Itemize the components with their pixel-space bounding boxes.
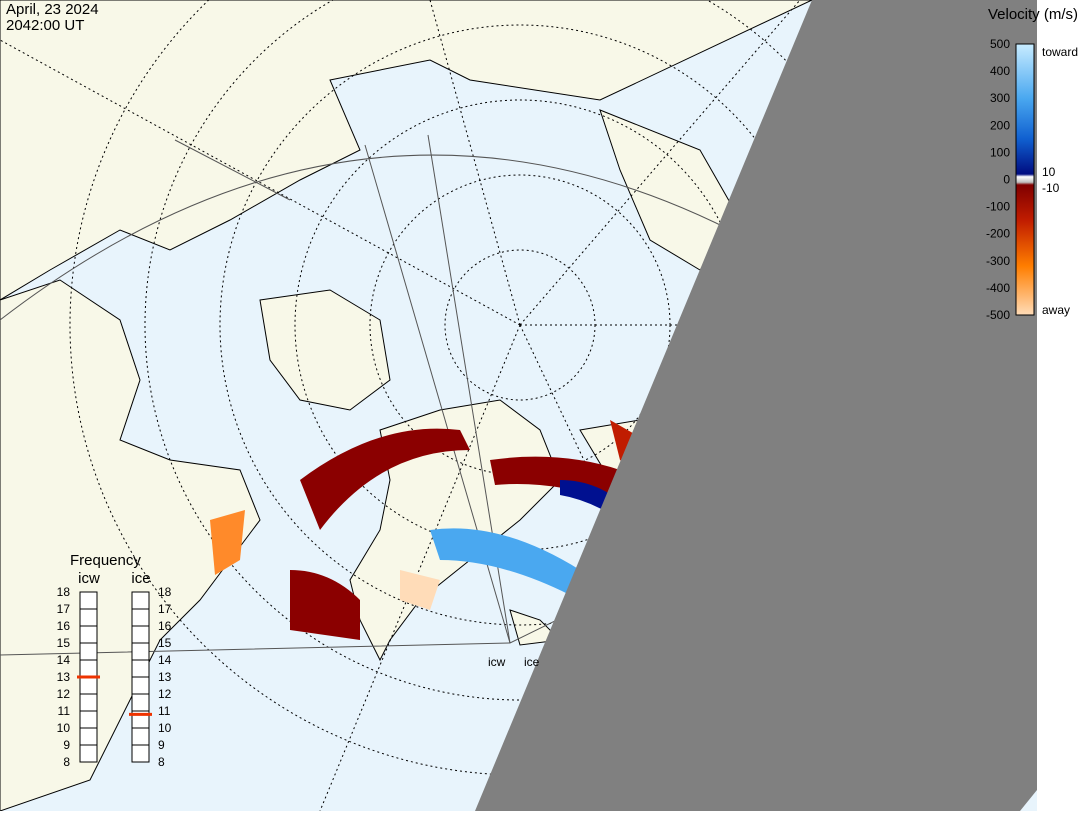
- time: 2042:00 UT: [6, 17, 84, 34]
- colorbar-tick-label: -200: [986, 227, 1010, 241]
- colorbar-tick-label: 400: [990, 64, 1010, 78]
- frequency-radar-name: icw: [78, 570, 100, 587]
- toward-label: toward: [1042, 45, 1078, 59]
- frequency-tick-label: 16: [57, 619, 71, 633]
- frequency-tick-label: 18: [57, 585, 71, 599]
- colorbar: [1015, 43, 1035, 316]
- colorbar-tick-label: 300: [990, 91, 1010, 105]
- frequency-tick-label: 13: [57, 670, 71, 684]
- frequency-tick-label: 14: [158, 653, 172, 667]
- colorbar-tick-label: 500: [990, 37, 1010, 51]
- away-label: away: [1042, 303, 1070, 317]
- frequency-tick-label: 12: [57, 687, 71, 701]
- frequency-tick-label: 12: [158, 687, 172, 701]
- colorbar-tick-label: -300: [986, 254, 1010, 268]
- frequency-tick-label: 13: [158, 670, 172, 684]
- colorbar-tick-label: -100: [986, 200, 1010, 214]
- frequency-tick-label: 15: [57, 636, 71, 650]
- frequency-tick-label: 18: [158, 585, 172, 599]
- frequency-tick-label: 9: [158, 738, 165, 752]
- colorbar-title: Velocity (m/s): [988, 6, 1078, 23]
- radar-echoes: [210, 420, 680, 640]
- colorbar-tick-label: 100: [990, 145, 1010, 159]
- radar-label: ice: [524, 655, 540, 669]
- frequency-tick-label: 14: [57, 653, 71, 667]
- frequency-title: Frequency: [70, 552, 141, 569]
- colorbar-tick-label: -500: [986, 308, 1010, 322]
- frequency-tick-label: 10: [57, 721, 71, 735]
- colorbar-tick-label: -400: [986, 281, 1010, 295]
- frequency-tick-label: 9: [63, 738, 70, 752]
- frequency-tick-label: 15: [158, 636, 172, 650]
- frequency-tick-label: 10: [158, 721, 172, 735]
- colorbar-tick-label: 200: [990, 118, 1010, 132]
- frequency-radar-name: ice: [131, 570, 150, 587]
- colorbar-tick-label: 0: [1003, 173, 1010, 187]
- colorbar-inner-label: 10: [1042, 165, 1056, 179]
- colorbar-inner-label: -10: [1042, 181, 1060, 195]
- frequency-tick-label: 8: [63, 755, 70, 769]
- frequency-tick-label: 17: [158, 602, 172, 616]
- frequency-tick-label: 11: [58, 704, 71, 718]
- date: April, 23 2024: [6, 1, 99, 18]
- frequency-tick-label: 16: [158, 619, 172, 633]
- colorbar-panel: [1037, 0, 1083, 811]
- radar-label: icw: [488, 655, 506, 669]
- frequency-tick-label: 8: [158, 755, 165, 769]
- frequency-tick-label: 17: [57, 602, 71, 616]
- night-shading: [475, 0, 1037, 811]
- frequency-tick-label: 11: [158, 704, 171, 718]
